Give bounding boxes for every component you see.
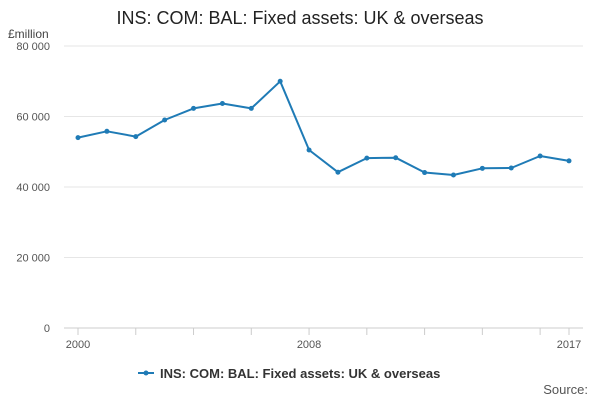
y-tick-label: 0 [44,323,50,335]
data-point [306,147,312,153]
legend-swatch-marker [143,370,149,376]
legend[interactable]: INS: COM: BAL: Fixed assets: UK & overse… [138,366,440,381]
data-point [479,165,485,171]
data-point [75,135,81,141]
data-point [133,134,139,140]
data-point [393,155,399,161]
x-tick-label: 2008 [297,339,321,351]
data-point [422,170,428,176]
data-point [162,117,168,123]
y-tick-label: 60 000 [16,112,50,124]
gridlines [64,45,583,258]
data-point [335,169,341,175]
data-point [566,158,572,164]
y-tick-label: 20 000 [16,253,50,265]
data-point [219,100,225,106]
data-point [191,105,197,111]
series-group [75,78,572,178]
x-tick-label: 2017 [557,339,581,351]
data-point [104,128,110,134]
x-tick-label: 2000 [66,339,90,351]
data-point [450,172,456,178]
data-point [508,165,514,171]
y-tick-label: 80 000 [16,41,50,53]
x-axis [64,327,583,335]
source-label: Source: [543,382,588,397]
data-point [364,155,370,161]
data-point [537,153,543,159]
y-axis-ticks: 0 20 000 40 000 60 000 80 000 [16,41,50,335]
y-axis-unit-label: £million [8,27,49,41]
data-point [277,78,283,84]
series-line [77,80,570,176]
legend-series-label: INS: COM: BAL: Fixed assets: UK & overse… [160,366,440,381]
chart-title: INS: COM: BAL: Fixed assets: UK & overse… [116,8,483,28]
data-point [248,105,254,111]
x-axis-ticks: 2000 2008 2017 [66,339,581,351]
y-tick-label: 40 000 [16,182,50,194]
